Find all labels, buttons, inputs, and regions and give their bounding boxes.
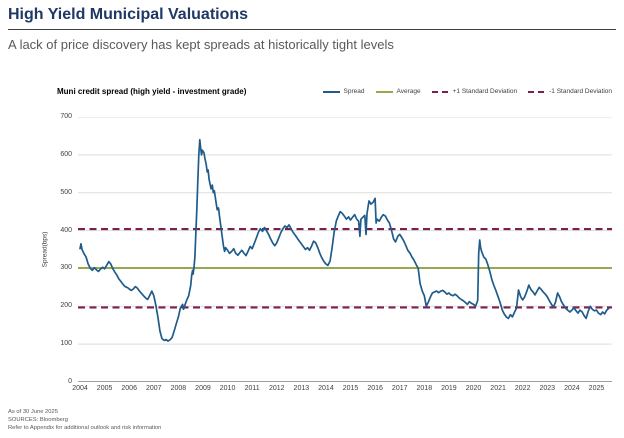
y-tick-label: 500 xyxy=(60,188,72,196)
x-tick-label: 2010 xyxy=(219,385,236,392)
x-tick-label: 2016 xyxy=(367,385,383,392)
legend-item--1-standard-deviation: -1 Standard Deviation xyxy=(528,88,612,95)
x-tick-label: 2025 xyxy=(588,385,605,392)
disclaimer-line: Refer to Appendix for additional outlook… xyxy=(8,425,162,431)
x-tick-label: 2020 xyxy=(465,385,482,392)
y-tick-label: 300 xyxy=(60,264,72,272)
x-tick-label: 2004 xyxy=(72,385,88,392)
legend-label: +1 Standard Deviation xyxy=(452,88,518,95)
x-tick-label: 2005 xyxy=(96,385,113,392)
x-tick-label: 2009 xyxy=(195,385,211,392)
x-tick-label: 2012 xyxy=(268,385,285,392)
legend-item-spread: Spread xyxy=(322,88,365,95)
spread-line-chart xyxy=(78,116,612,382)
x-tick-label: 2014 xyxy=(318,385,334,392)
legend-label: Average xyxy=(396,88,421,95)
legend-item--1-standard-deviation: +1 Standard Deviation xyxy=(431,88,518,95)
x-tick-label: 2021 xyxy=(490,385,506,392)
y-tick-label: 600 xyxy=(60,150,72,158)
plot-area xyxy=(78,116,612,382)
x-tick-label: 2007 xyxy=(145,385,162,392)
y-tick-label: 400 xyxy=(60,226,72,234)
x-tick-label: 2024 xyxy=(564,385,580,392)
x-tick-label: 2015 xyxy=(342,385,359,392)
line-swatch-icon xyxy=(375,90,393,93)
legend-label: Spread xyxy=(343,88,365,95)
x-tick-label: 2011 xyxy=(244,385,260,392)
x-tick-label: 2008 xyxy=(170,385,187,392)
line-swatch-icon xyxy=(322,90,340,93)
x-tick-label: 2019 xyxy=(441,385,457,392)
sources-line: SOURCES: Bloomberg xyxy=(8,417,68,423)
legend-label: -1 Standard Deviation xyxy=(549,88,612,95)
as-of-date: As of 30 June 2025 xyxy=(8,409,58,415)
legend-item-average: Average xyxy=(375,88,421,95)
y-tick-label: 100 xyxy=(60,340,72,348)
title-underline xyxy=(8,29,616,30)
spread-line xyxy=(79,138,610,342)
dashed-line-swatch-icon xyxy=(528,90,546,93)
page-subtitle: A lack of price discovery has kept sprea… xyxy=(8,37,394,52)
chart-legend: Spread Average +1 Standard Deviation -1 Sta… xyxy=(322,88,612,95)
page-title: High Yield Municipal Valuations xyxy=(8,6,249,23)
x-tick-label: 2018 xyxy=(416,385,433,392)
x-tick-label: 2022 xyxy=(514,385,531,392)
footnotes: As of 30 June 2025 SOURCES: Bloomberg Re… xyxy=(8,408,161,432)
x-tick-label: 2017 xyxy=(391,385,408,392)
y-tick-label: 200 xyxy=(60,302,72,310)
y-tick-label: 0 xyxy=(68,378,72,385)
dashed-line-swatch-icon xyxy=(431,90,449,93)
x-tick-label: 2023 xyxy=(539,385,556,392)
x-tick-label: 2013 xyxy=(293,385,310,392)
y-tick-label: 700 xyxy=(60,113,72,120)
chart-title: Muni credit spread (high yield - investm… xyxy=(57,87,247,96)
x-tick-label: 2006 xyxy=(121,385,137,392)
